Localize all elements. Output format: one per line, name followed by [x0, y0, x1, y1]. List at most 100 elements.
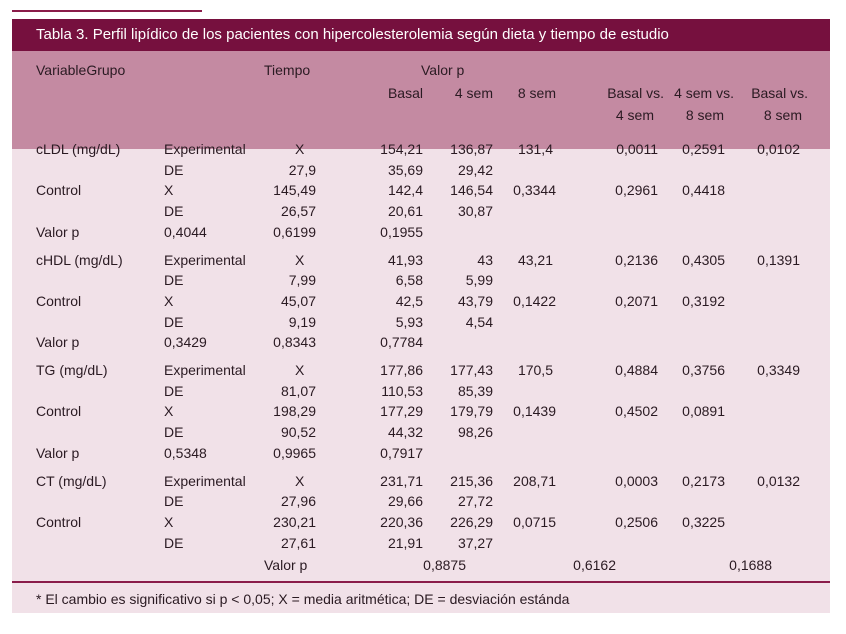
tg-valor-p-label: Valor p — [36, 445, 80, 461]
cldl-valor-p-tiempo: 0,6199 — [273, 224, 316, 240]
chdl-exp-group: Experimental — [164, 252, 246, 268]
chdl-exp-p3: 0,1391 — [757, 252, 800, 268]
tg-exp-basal: 177,86 — [380, 362, 423, 378]
cldl-exp-stat: X — [295, 141, 305, 157]
cldl-ctrl-label: Control — [36, 182, 82, 198]
chdl-ctrl-8sem: 0,1422 — [513, 293, 556, 309]
header-4-vs-8-l1: 4 sem vs. — [674, 85, 734, 101]
chdl-exp-stat: X — [295, 252, 305, 268]
chdl-exp-p1: 0,2136 — [615, 252, 658, 268]
chdl-ctrl-p1: 0,2071 — [615, 293, 658, 309]
table-header: VariableGrupo Tiempo Valor p Basal 4 sem… — [12, 51, 830, 149]
ct-ctrl-8sem: 0,0715 — [513, 514, 556, 530]
ct-valor-p-3: 0,1688 — [729, 557, 772, 573]
header-valor-p: Valor p — [421, 62, 465, 78]
tg-ctrl-p2: 0,0891 — [682, 403, 725, 419]
chdl-exp-4sem: 43 — [477, 252, 493, 268]
ct-ctrl-stat: X — [164, 514, 174, 530]
tg-valor-p-basal: 0,7917 — [380, 445, 423, 461]
chdl-ctrl-de-tiempo: 9,19 — [288, 314, 316, 330]
ct-ctrl-de-basal: 21,91 — [387, 535, 423, 551]
ct-ctrl-de-tiempo: 27,61 — [280, 535, 316, 551]
cldl-ctrl-basal: 142,4 — [387, 182, 423, 198]
chdl-valor-p-basal: 0,7784 — [380, 334, 423, 350]
tg-ctrl-de-tiempo: 90,52 — [280, 424, 316, 440]
header-basal-vs-8-l2: 8 sem — [763, 107, 802, 123]
cldl-ctrl-tiempo: 145,49 — [273, 182, 316, 198]
chdl-valor-p-tiempo: 0,8343 — [273, 334, 316, 350]
cldl-exp-p1: 0,0011 — [616, 141, 658, 157]
table-title-bar: Tabla 3. Perfil lipídico de los paciente… — [12, 19, 830, 51]
header-basal-vs-4-l2: 4 sem — [615, 107, 654, 123]
cldl-exp-group: Experimental — [164, 141, 246, 157]
tg-ctrl-basal: 177,29 — [380, 403, 423, 419]
tg-exp-de-basal: 110,53 — [381, 383, 423, 399]
cldl-ctrl-de-basal: 20,61 — [387, 203, 423, 219]
ct-exp-de-tiempo: 27,96 — [280, 493, 316, 509]
tg-exp-de-4sem: 85,39 — [457, 383, 493, 399]
tg-ctrl-8sem: 0,1439 — [513, 403, 556, 419]
tg-ctrl-stat: X — [164, 403, 174, 419]
chdl-exp-8sem: 43,21 — [517, 252, 553, 268]
ct-exp-p2: 0,2173 — [682, 473, 725, 489]
chdl-ctrl-label: Control — [36, 293, 82, 309]
chdl-ctrl-de-basal: 5,93 — [395, 314, 423, 330]
header-8-sem: 8 sem — [517, 85, 556, 101]
cldl-exp-de-basal: 35,69 — [387, 162, 423, 178]
cldl-valor-p-basal: 0,1955 — [380, 224, 423, 240]
tg-valor-p-grupo: 0,5348 — [164, 445, 207, 461]
header-basal-vs-8-l1: Basal vs. — [751, 85, 808, 101]
tg-exp-4sem: 177,43 — [450, 362, 493, 378]
row-label-chdl: cHDL (mg/dL) — [36, 252, 123, 268]
table-footnote: * El cambio es significativo si p < 0,05… — [36, 591, 570, 607]
ct-ctrl-tiempo: 230,21 — [273, 514, 316, 530]
tg-ctrl-p1: 0,4502 — [615, 403, 658, 419]
header-basal-vs-4-l1: Basal vs. — [607, 85, 664, 101]
cldl-ctrl-stat: X — [164, 182, 174, 198]
ct-ctrl-label: Control — [36, 514, 82, 530]
cldl-exp-p3: 0,0102 — [757, 141, 800, 157]
cldl-exp-de: DE — [164, 162, 184, 178]
chdl-exp-de-tiempo: 7,99 — [288, 272, 316, 288]
ct-exp-de: DE — [164, 493, 184, 509]
tg-valor-p-tiempo: 0,9965 — [273, 445, 316, 461]
cldl-valor-p-grupo: 0,4044 — [164, 224, 207, 240]
cldl-exp-de-tiempo: 27,9 — [288, 162, 316, 178]
cldl-ctrl-de-tiempo: 26,57 — [280, 203, 316, 219]
ct-ctrl-de: DE — [164, 535, 184, 551]
cldl-exp-basal: 154,21 — [380, 141, 423, 157]
ct-ctrl-p2: 0,3225 — [682, 514, 725, 530]
ct-exp-basal: 231,71 — [380, 473, 423, 489]
chdl-exp-de: DE — [164, 272, 184, 288]
header-4-sem: 4 sem — [454, 85, 493, 101]
chdl-ctrl-p2: 0,3192 — [682, 293, 725, 309]
ct-exp-p1: 0,0003 — [615, 473, 658, 489]
cldl-ctrl-8sem: 0,3344 — [513, 182, 556, 198]
chdl-ctrl-de-4sem: 4,54 — [465, 314, 493, 330]
cldl-ctrl-de: DE — [164, 203, 184, 219]
chdl-exp-de-basal: 6,58 — [395, 272, 423, 288]
cldl-exp-de-4sem: 29,42 — [457, 162, 493, 178]
ct-valor-p-label: Valor p — [264, 557, 308, 573]
tg-exp-p3: 0,3349 — [757, 362, 800, 378]
cldl-exp-8sem: 131,4 — [517, 141, 553, 157]
chdl-ctrl-stat: X — [164, 293, 174, 309]
top-accent-line — [12, 10, 202, 12]
ct-ctrl-de-4sem: 37,27 — [457, 535, 493, 551]
row-label-ct: CT (mg/dL) — [36, 473, 107, 489]
tg-ctrl-de-4sem: 98,26 — [457, 424, 493, 440]
tg-ctrl-de: DE — [164, 424, 184, 440]
tg-exp-p1: 0,4884 — [615, 362, 658, 378]
chdl-ctrl-tiempo: 45,07 — [280, 293, 316, 309]
tg-ctrl-4sem: 179,79 — [450, 403, 493, 419]
cldl-ctrl-de-4sem: 30,87 — [457, 203, 493, 219]
table-title: Tabla 3. Perfil lipídico de los paciente… — [36, 26, 669, 43]
ct-exp-de-4sem: 27,72 — [457, 493, 493, 509]
tg-exp-de-tiempo: 81,07 — [280, 383, 316, 399]
tg-ctrl-label: Control — [36, 403, 82, 419]
tg-exp-group: Experimental — [164, 362, 246, 378]
cldl-ctrl-p2: 0,4418 — [682, 182, 725, 198]
ct-ctrl-basal: 220,36 — [380, 514, 423, 530]
row-label-tg: TG (mg/dL) — [36, 362, 108, 378]
cldl-valor-p-label: Valor p — [36, 224, 80, 240]
